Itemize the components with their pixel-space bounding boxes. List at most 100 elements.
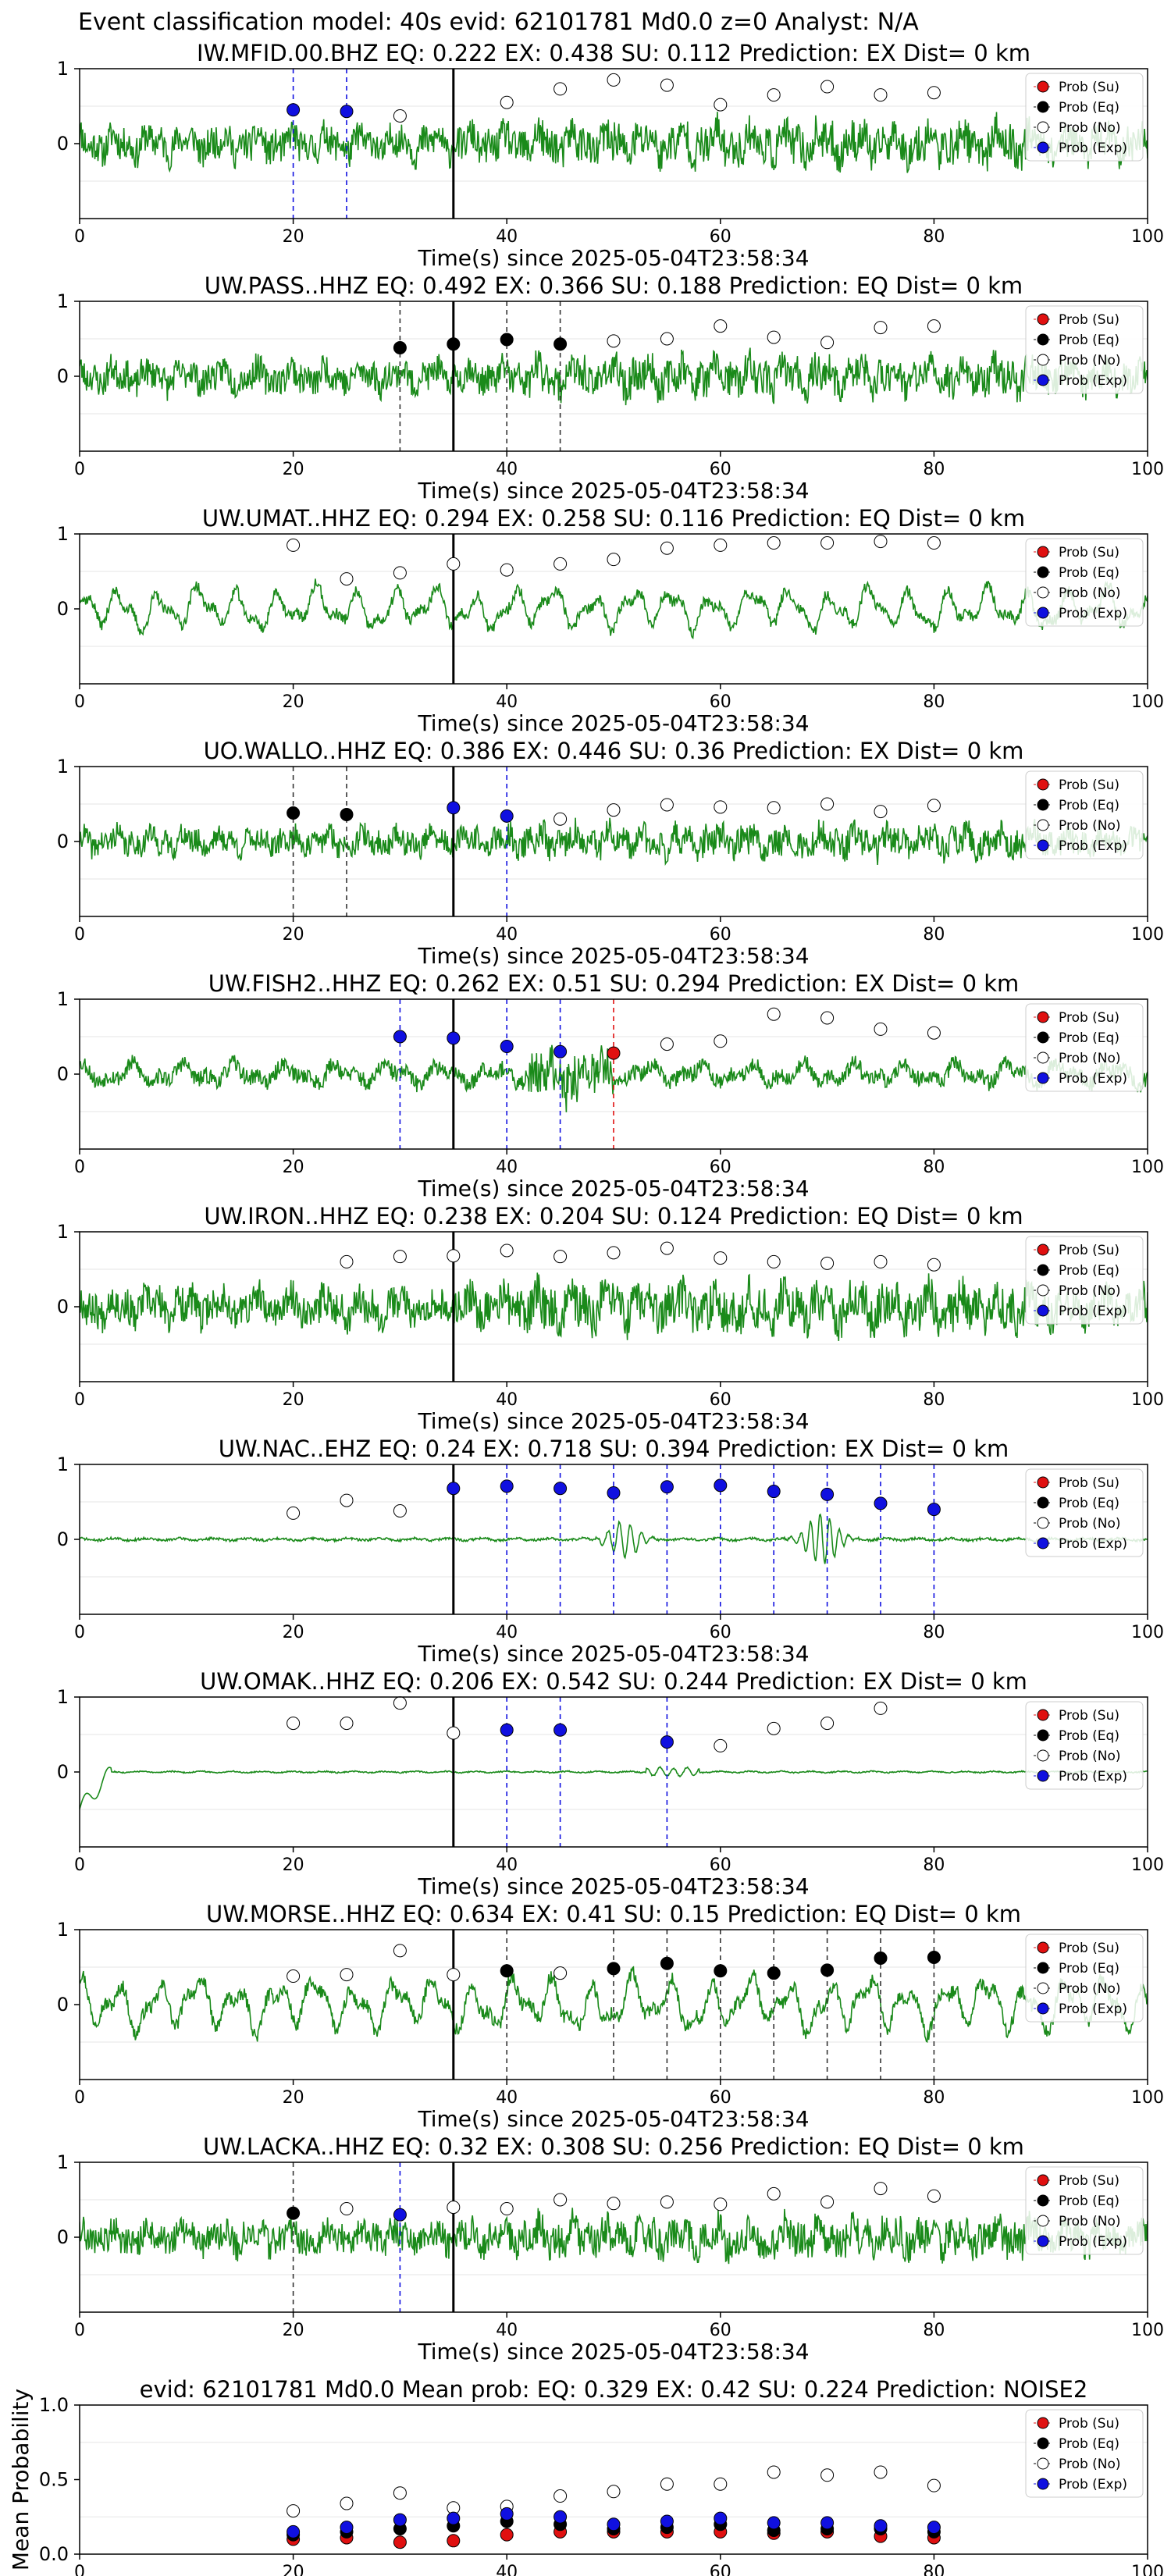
legend-label: Prob (No): [1059, 1051, 1121, 1066]
prob-point-no: [447, 557, 461, 571]
x-tick-label: 60: [710, 227, 731, 247]
prob-point-no: [927, 86, 941, 100]
prob-point-no: [340, 1493, 354, 1507]
legend-label: Prob (Su): [1059, 545, 1119, 560]
waveform-trace: [80, 1966, 1148, 2044]
legend-label: Prob (Su): [1059, 2173, 1119, 2189]
x-tick-label: 0: [74, 1158, 85, 1177]
figure-suptitle: Event classification model: 40s evid: 62…: [78, 9, 919, 36]
x-tick-label: 40: [496, 2088, 518, 2108]
x-tick-label: 0: [74, 2563, 85, 2576]
axes-frame: [79, 766, 1148, 917]
y-tick-label: 1: [57, 1221, 69, 1243]
y-tick-label: 1: [57, 988, 69, 1010]
panel-title: evid: 62101781 Md0.0 Mean prob: EQ: 0.32…: [140, 2376, 1088, 2403]
legend-label: Prob (No): [1059, 1749, 1121, 1764]
legend-label: Prob (Su): [1059, 312, 1119, 328]
legend-box: [1025, 2166, 1144, 2255]
legend-marker-no: [1037, 121, 1049, 133]
legend-label: Prob (Exp): [1059, 1071, 1127, 1087]
prob-point-no: [393, 109, 407, 123]
prob-point-exp: [500, 1723, 514, 1737]
x-tick-label: 80: [923, 925, 945, 945]
x-tick-label: 100: [1131, 2088, 1164, 2108]
prob-point-no: [820, 336, 835, 350]
prob-point-no: [340, 1968, 354, 1982]
prob-point-exp: [660, 1735, 674, 1749]
legend-label: Prob (Eq): [1059, 798, 1119, 813]
legend-label: Prob (No): [1059, 1283, 1121, 1299]
y-tick-label: 0: [57, 598, 69, 620]
prob-point-no: [287, 538, 301, 552]
prob-point-exp: [714, 1478, 728, 1493]
legend-marker-eq: [1037, 1962, 1049, 1974]
prob-point-no: [500, 95, 514, 109]
prob-point-no: [714, 98, 728, 112]
legend-label: Prob (Exp): [1059, 373, 1127, 389]
station-panel: UW.MORSE..HHZ EQ: 0.634 EX: 0.41 SU: 0.1…: [57, 1901, 1164, 2132]
prob-point-no: [714, 2197, 728, 2211]
legend-marker-su: [1037, 2417, 1049, 2429]
y-tick-label: 1: [57, 58, 69, 80]
panel-title: UO.WALLO..HHZ EQ: 0.386 EX: 0.446 SU: 0.…: [204, 738, 1024, 764]
x-tick-label: 60: [710, 2088, 731, 2108]
station-panel: UW.UMAT..HHZ EQ: 0.294 EX: 0.258 SU: 0.1…: [57, 505, 1164, 736]
legend-label: Prob (No): [1059, 1981, 1121, 1997]
mean-point-no: [660, 2477, 674, 2491]
prob-point-eq: [500, 333, 514, 347]
prob-point-no: [767, 1007, 781, 1021]
prob-point-no: [287, 1717, 301, 1731]
legend: Prob (Su) Prob (Eq) Prob (No) Prob (Exp): [1025, 1934, 1144, 2023]
station-panel: UW.FISH2..HHZ EQ: 0.262 EX: 0.51 SU: 0.2…: [57, 970, 1164, 1201]
panel-title: UW.PASS..HHZ EQ: 0.492 EX: 0.366 SU: 0.1…: [205, 272, 1023, 299]
legend-label: Prob (Eq): [1059, 100, 1119, 116]
prob-point-no: [927, 799, 941, 813]
prob-point-exp: [340, 105, 354, 119]
legend-label: Prob (Eq): [1059, 1496, 1119, 1511]
prob-point-no: [340, 572, 354, 586]
prob-point-no: [767, 1721, 781, 1735]
prob-point-no: [767, 801, 781, 815]
legend-label: Prob (Eq): [1059, 565, 1119, 581]
prob-point-no: [447, 1968, 461, 1982]
x-axis-label: Time(s) since 2025-05-04T23:58:34: [417, 2339, 809, 2364]
prob-point-su: [607, 1046, 621, 1060]
prob-point-no: [874, 1254, 888, 1268]
mean-point-no: [874, 2465, 888, 2479]
prob-point-no: [340, 1254, 354, 1268]
legend-marker-eq: [1037, 1031, 1049, 1044]
x-tick-label: 60: [710, 1158, 731, 1177]
station-panel: IW.MFID.00.BHZ EQ: 0.222 EX: 0.438 SU: 0…: [57, 40, 1164, 271]
prob-point-eq: [287, 806, 301, 820]
prob-point-no: [660, 541, 674, 555]
x-tick-label: 40: [496, 692, 518, 712]
prob-point-eq: [714, 1964, 728, 1978]
x-tick-label: 20: [283, 1390, 304, 1410]
prob-point-no: [393, 1696, 407, 1710]
prob-point-no: [874, 1022, 888, 1036]
x-tick-label: 80: [923, 1158, 945, 1177]
legend-label: Prob (No): [1059, 2214, 1121, 2229]
legend: Prob (Su) Prob (Eq) Prob (No) Prob (Exp): [1025, 73, 1144, 162]
legend-box: [1025, 2409, 1144, 2498]
prob-point-exp: [447, 1031, 461, 1045]
mean-point-exp: [287, 2524, 301, 2539]
legend-marker-no: [1037, 1284, 1049, 1297]
mean-point-exp: [874, 2519, 888, 2533]
prob-point-no: [500, 2202, 514, 2216]
prob-point-no: [820, 536, 835, 550]
prob-point-no: [714, 319, 728, 333]
prob-point-eq: [447, 337, 461, 351]
x-tick-label: 40: [496, 2563, 518, 2576]
prob-point-exp: [447, 801, 461, 815]
legend-marker-exp: [1037, 2478, 1049, 2490]
waveform-trace: [80, 112, 1148, 173]
x-tick-label: 100: [1131, 460, 1164, 479]
axes-frame: [79, 1929, 1148, 2080]
legend-label: Prob (No): [1059, 818, 1121, 834]
x-tick-label: 40: [496, 1623, 518, 1642]
axes-frame: [79, 1464, 1148, 1615]
legend-label: Prob (Su): [1059, 2416, 1119, 2432]
x-tick-label: 40: [496, 1158, 518, 1177]
legend-label: Prob (Eq): [1059, 333, 1119, 348]
